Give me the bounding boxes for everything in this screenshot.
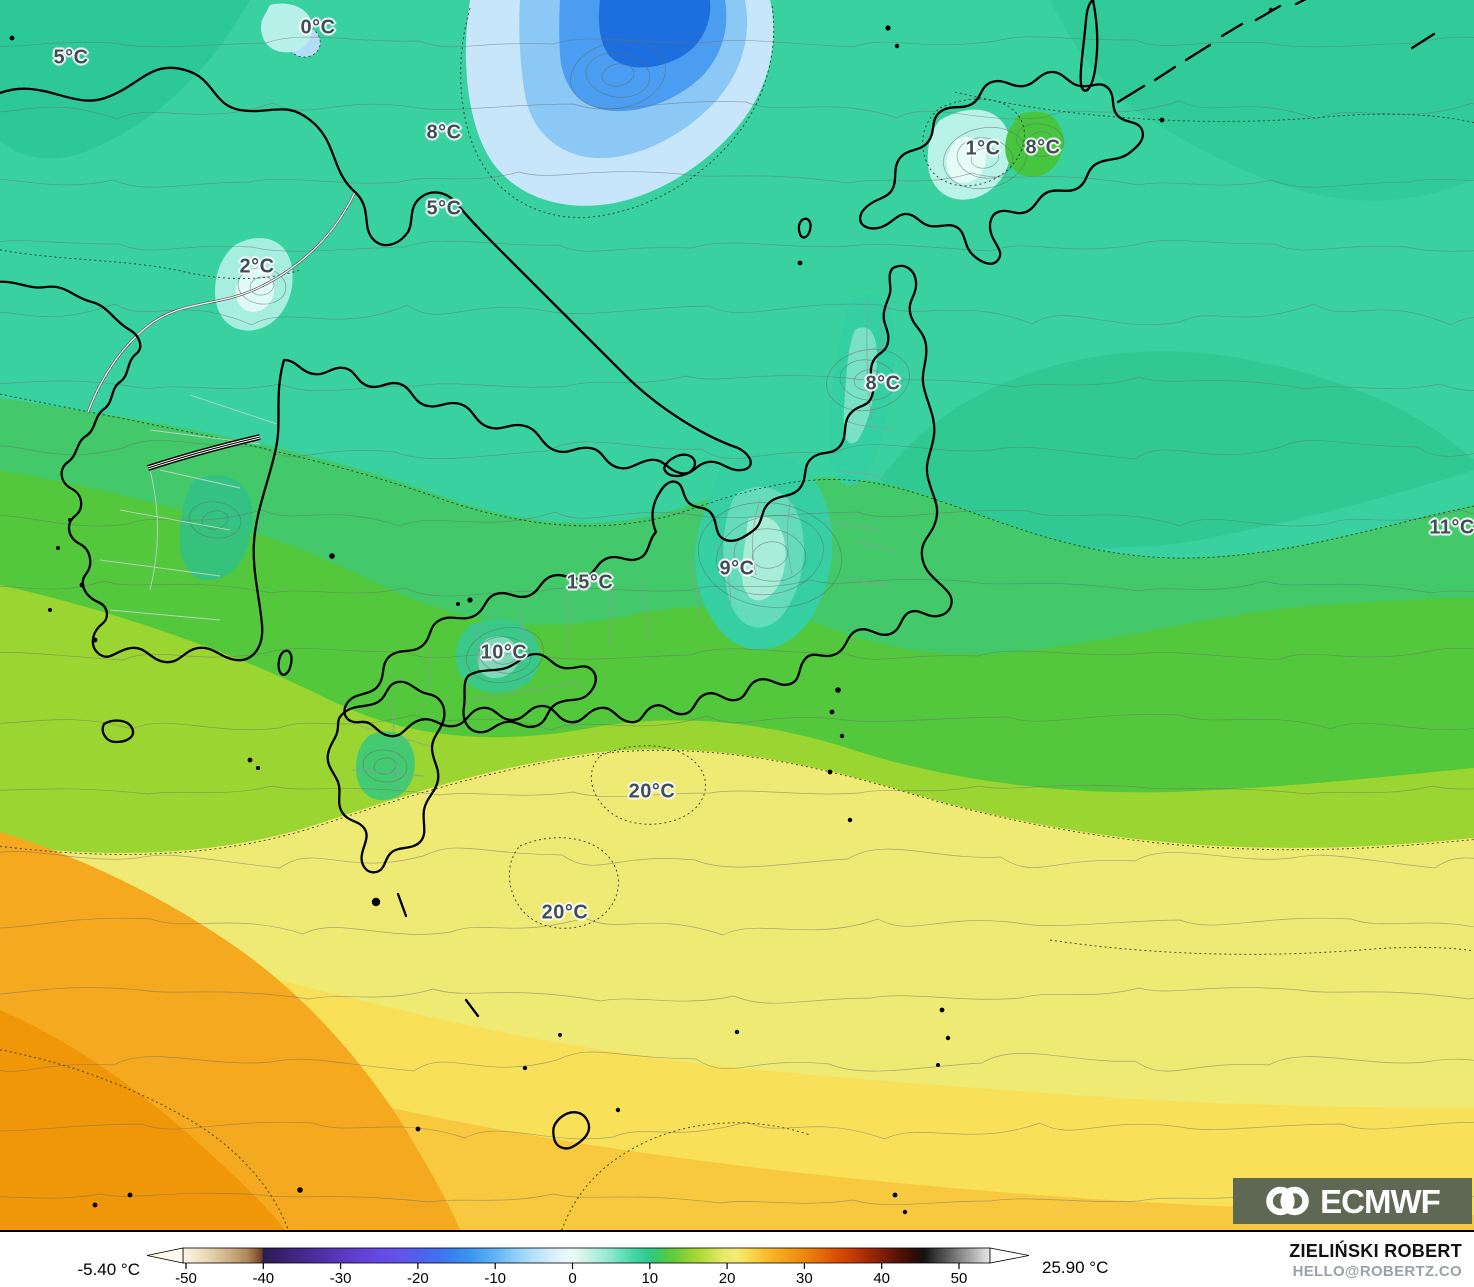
colorbar-min-label: -5.40 °C	[77, 1260, 140, 1279]
contour-rings	[188, 40, 1065, 783]
map-temp-label: 9°C	[719, 557, 755, 580]
colorbar-gradient	[182, 1247, 991, 1264]
colorbar-tick-label: -20	[407, 1270, 429, 1286]
map-temp-label: 5°C	[53, 46, 89, 69]
colorbar-tick-label: -50	[175, 1270, 197, 1286]
ecmwf-logo-icon	[1266, 1186, 1310, 1216]
colorbar-tick-label: 20	[719, 1270, 736, 1286]
temperature-map: 5°C 0°C 8°C 5°C 2°C 1°C 8°C 8°C 11°C 9°C 15°C 10°C 2…	[0, 0, 1474, 1232]
ecmwf-logo-text: ECMWF	[1320, 1182, 1441, 1220]
pocket-kyushu	[356, 731, 415, 801]
map-temp-label: 8°C	[426, 121, 462, 144]
map-canvas	[0, 0, 1474, 1230]
patch-hokkaido-green	[1005, 111, 1064, 177]
ecmwf-logo: ECMWF	[1233, 1178, 1472, 1224]
prefecture-borders-japan	[351, 299, 899, 801]
map-temp-label: 10°C	[480, 641, 528, 664]
pocket-korea	[179, 475, 253, 581]
pocket-nw	[260, 3, 313, 53]
coastlines	[0, 0, 1436, 1150]
map-temp-label: 20°C	[628, 780, 676, 803]
colorbar-tick-label: -30	[330, 1270, 352, 1286]
colorbar-tick-label: -10	[484, 1270, 506, 1286]
map-temp-label: 11°C	[1429, 516, 1474, 539]
pocket-tohoku-core	[843, 327, 878, 444]
map-temp-label: 20°C	[541, 901, 589, 924]
island-dots	[9, 7, 1274, 1215]
map-temp-label: 1°C	[965, 137, 1001, 160]
map-temp-label: 2°C	[239, 255, 275, 278]
map-temp-label: 8°C	[865, 372, 901, 395]
map-temp-label: 8°C	[1025, 136, 1061, 159]
colorbar-tick-label: -40	[252, 1270, 274, 1286]
colorbar-tick-label: 30	[796, 1270, 813, 1286]
footer: -5.40 °C -50 -40 -30 -20 -10 0 10 20 30 40 50 25.9…	[0, 1232, 1474, 1287]
colorbar: -50 -40 -30 -20 -10 0 10 20 30 40 50	[146, 1247, 1030, 1286]
cold-pockets	[179, 0, 1064, 801]
colorbar-tick-label: 0	[568, 1270, 576, 1286]
band-teal-dark-nw	[0, 0, 250, 159]
pocket-hokkaido-core	[946, 136, 987, 183]
colorbar-tick-label: 10	[641, 1270, 658, 1286]
contour-lines	[0, 36, 1474, 1206]
map-temp-label: 5°C	[426, 197, 462, 220]
blue-area-core	[598, 0, 711, 68]
colorbar-tick-label: 40	[873, 1270, 890, 1286]
band-teal-ne	[1050, 0, 1474, 201]
colorbar-tick-label: 50	[951, 1270, 968, 1286]
credits: ZIELIŃSKI ROBERT HELLO@ROBERTZ.CO	[1289, 1240, 1462, 1281]
band-teal-deep-east	[880, 351, 1474, 548]
colorbar-right-arrow	[989, 1247, 1030, 1264]
credit-email: HELLO@ROBERTZ.CO	[1292, 1262, 1462, 1280]
country-border	[86, 191, 357, 471]
map-temp-label: 0°C	[300, 16, 336, 39]
map-temp-label: 15°C	[566, 571, 614, 594]
credit-author: ZIELIŃSKI ROBERT	[1289, 1241, 1462, 1261]
dashed-isotherms	[0, 4, 1474, 1230]
colorbar-max-label: 25.90 °C	[1042, 1258, 1109, 1277]
colorbar-left-arrow	[146, 1247, 184, 1264]
